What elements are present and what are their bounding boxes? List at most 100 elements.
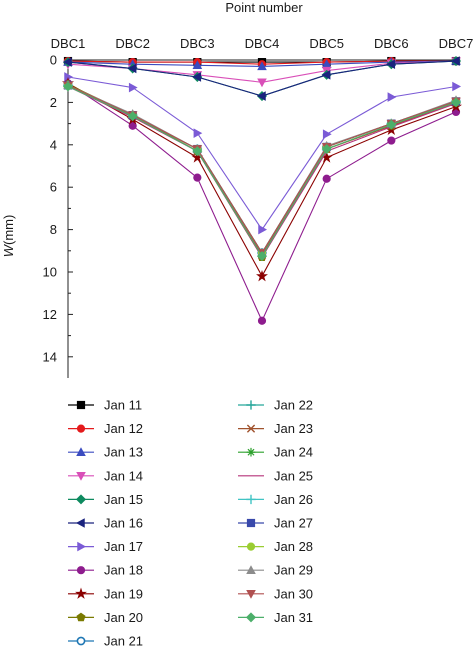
y-tick-label: 0 <box>50 53 57 68</box>
legend-label: Jan 25 <box>274 468 313 483</box>
data-point-marker <box>128 121 137 130</box>
data-point-marker <box>76 447 86 456</box>
x-axis-title: Point number <box>225 0 303 15</box>
legend-item: Jan 22 <box>238 398 313 413</box>
data-point-marker <box>387 136 396 145</box>
data-point-marker <box>246 565 256 574</box>
legend-label: Jan 22 <box>274 398 313 413</box>
legend-item: Jan 30 <box>238 586 313 601</box>
legend-item: Jan 14 <box>68 468 143 483</box>
data-point-marker <box>63 57 72 67</box>
legend-item: Jan 20 <box>68 610 143 625</box>
y-tick-label: 4 <box>50 137 57 152</box>
data-point-marker <box>76 400 86 410</box>
data-point-marker <box>75 587 87 599</box>
legend-label: Jan 21 <box>104 634 143 649</box>
data-point-marker <box>246 424 256 433</box>
legend-label: Jan 28 <box>274 539 313 554</box>
data-point-marker <box>321 144 332 155</box>
data-point-marker <box>77 541 86 552</box>
legend-item: Jan 19 <box>68 586 143 601</box>
data-point-marker <box>193 173 202 182</box>
data-point-marker <box>257 316 267 325</box>
data-point-marker <box>322 174 331 183</box>
data-point-marker <box>246 518 256 528</box>
data-point-marker <box>246 447 256 457</box>
data-point-marker <box>257 61 267 71</box>
series-layer <box>62 56 462 325</box>
data-point-marker <box>246 542 256 551</box>
legend-label: Jan 30 <box>274 586 313 601</box>
data-point-marker <box>76 566 86 575</box>
x-tick-label: DBC3 <box>180 36 215 51</box>
legend-label: Jan 26 <box>274 492 313 507</box>
legend-label: Jan 16 <box>104 516 143 531</box>
x-tick-label: DBC5 <box>309 36 344 51</box>
legend-item: Jan 26 <box>238 492 313 507</box>
legend-item: Jan 27 <box>238 516 313 531</box>
series-jan-18 <box>63 79 461 325</box>
legend-label: Jan 14 <box>104 468 143 483</box>
data-point-marker <box>322 129 332 140</box>
legend-item: Jan 16 <box>68 516 143 531</box>
legend-item: Jan 17 <box>68 539 143 554</box>
data-point-marker <box>257 91 266 101</box>
legend-label: Jan 17 <box>104 539 143 554</box>
legend-item: Jan 13 <box>68 445 143 460</box>
data-point-marker <box>387 92 397 102</box>
legend-item: Jan 25 <box>238 468 313 483</box>
data-point-marker <box>246 494 256 505</box>
y-axis-title-symbol: W <box>1 243 16 257</box>
data-point-marker <box>127 63 137 74</box>
data-point-marker <box>258 224 267 235</box>
y-tick-label: 12 <box>43 307 57 322</box>
data-point-marker <box>386 119 397 130</box>
legend-item: Jan 11 <box>68 398 142 413</box>
legend-label: Jan 29 <box>274 563 313 578</box>
legend-label: Jan 11 <box>104 398 142 413</box>
legend-item: Jan 29 <box>238 563 313 578</box>
data-point-marker <box>256 269 268 282</box>
legend-item: Jan 21 <box>68 634 143 649</box>
legend-label: Jan 23 <box>274 421 313 436</box>
x-tick-label: DBC1 <box>51 36 86 51</box>
data-point-marker <box>192 72 202 82</box>
data-point-marker <box>450 97 462 108</box>
legend: Jan 11 Jan 12 Jan 13 Jan 14 Jan 15 Jan 16 Jan … <box>68 398 313 649</box>
data-point-marker <box>451 56 460 66</box>
legend-label: Jan 27 <box>274 516 313 531</box>
legend-item: Jan 28 <box>238 539 313 554</box>
data-point-marker <box>76 612 86 622</box>
data-point-marker <box>62 81 74 92</box>
data-point-marker <box>245 612 257 623</box>
legend-label: Jan 19 <box>104 586 143 601</box>
data-point-marker <box>127 111 138 122</box>
legend-label: Jan 15 <box>104 492 143 507</box>
legend-label: Jan 18 <box>104 563 143 578</box>
y-tick-label: 10 <box>43 265 57 280</box>
legend-item: Jan 23 <box>238 421 313 436</box>
legend-label: Jan 12 <box>104 421 143 436</box>
data-point-marker <box>76 472 86 481</box>
data-point-marker <box>75 494 87 505</box>
legend-item: Jan 12 <box>68 421 143 436</box>
data-point-marker <box>246 590 256 599</box>
x-tick-label: DBC2 <box>115 36 150 51</box>
data-point-marker <box>246 400 256 410</box>
legend-item: Jan 24 <box>238 445 313 460</box>
y-tick-label: 6 <box>50 180 57 195</box>
data-point-marker <box>256 251 268 262</box>
data-point-marker <box>192 60 203 70</box>
y-tick-label: 14 <box>43 349 57 364</box>
legend-label: Jan 13 <box>104 445 143 460</box>
x-tick-label: DBC4 <box>245 36 280 51</box>
data-point-marker <box>192 146 203 157</box>
series-line <box>67 82 457 323</box>
legend-label: Jan 31 <box>274 610 313 625</box>
data-point-marker <box>76 424 86 433</box>
series-jan-31 <box>62 81 462 262</box>
data-point-marker <box>321 70 331 80</box>
y-axis-title-unit: (mm) <box>1 215 16 245</box>
